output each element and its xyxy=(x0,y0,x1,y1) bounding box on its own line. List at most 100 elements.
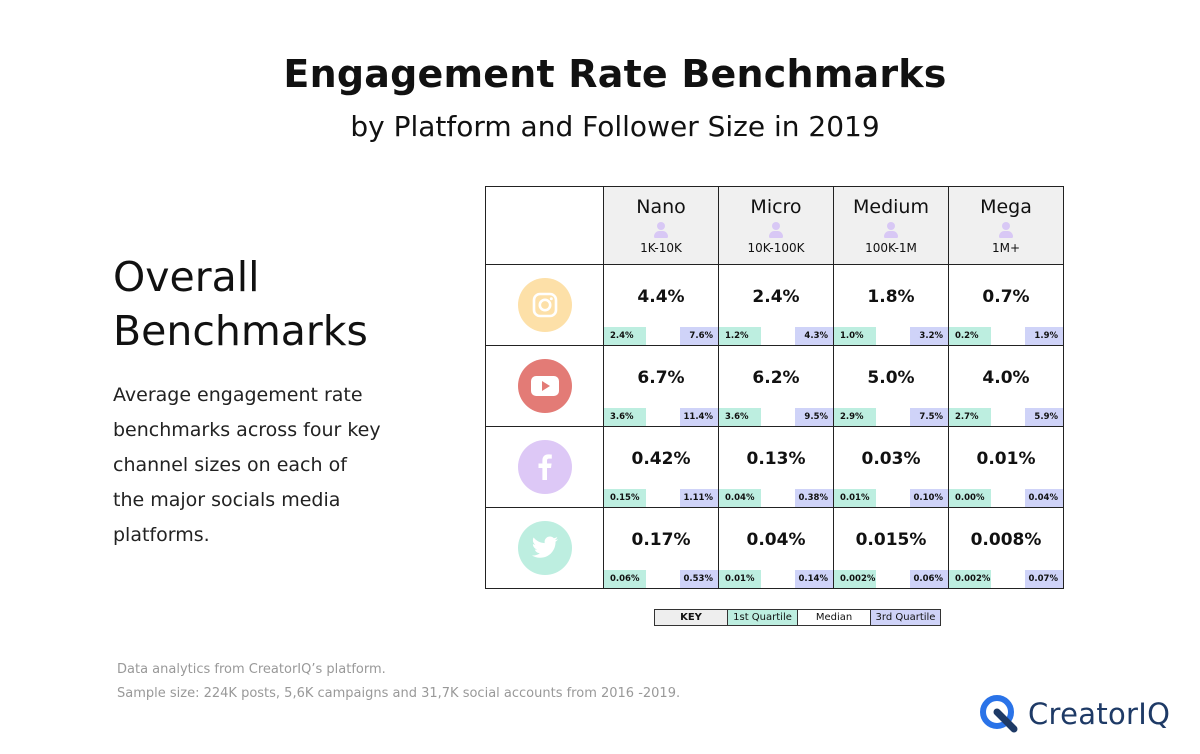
third-quartile-value: 11.4% xyxy=(680,408,718,426)
section-heading-line1: Overall xyxy=(113,253,260,301)
first-quartile-value: 0.15% xyxy=(604,489,646,507)
value-cell-twitter-micro: 0.04% 0.01% 0.14% xyxy=(718,507,834,589)
platform-cell xyxy=(485,345,604,427)
tier-range: 1K-10K xyxy=(640,241,682,255)
third-quartile-value: 1.11% xyxy=(680,489,718,507)
first-quartile-value: 0.2% xyxy=(949,327,991,345)
section-heading: Overall Benchmarks xyxy=(113,250,368,358)
first-quartile-value: 0.002% xyxy=(834,570,876,588)
tier-range: 10K-100K xyxy=(747,241,805,255)
value-cell-facebook-mega: 0.01% 0.00% 0.04% xyxy=(948,426,1064,508)
third-quartile-value: 1.9% xyxy=(1025,327,1063,345)
median-value: 5.0% xyxy=(867,368,915,388)
first-quartile-value: 2.9% xyxy=(834,408,876,426)
key-median: Median xyxy=(797,609,871,626)
instagram-icon xyxy=(517,278,572,332)
key-third-quartile: 3rd Quartile xyxy=(870,609,941,626)
value-cell-youtube-mega: 4.0% 2.7% 5.9% xyxy=(948,345,1064,427)
first-quartile-value: 3.6% xyxy=(719,408,761,426)
footnote-sample-size: Sample size: 224K posts, 5,6K campaigns … xyxy=(117,686,681,701)
median-value: 0.03% xyxy=(861,449,921,469)
median-value: 6.2% xyxy=(752,368,800,388)
section-heading-line2: Benchmarks xyxy=(113,307,368,355)
third-quartile-value: 0.53% xyxy=(680,570,718,588)
chart-subtitle: by Platform and Follower Size in 2019 xyxy=(350,110,880,143)
median-value: 0.17% xyxy=(631,530,691,550)
person-icon xyxy=(999,222,1013,239)
median-value: 0.42% xyxy=(631,449,691,469)
tier-header-mega: Mega 1M+ xyxy=(948,186,1064,265)
benchmark-table: Nano 1K-10K Micro 10K-100K Medium 100K-1… xyxy=(485,186,1064,589)
value-cell-instagram-mega: 0.7% 0.2% 1.9% xyxy=(948,264,1064,346)
median-value: 0.008% xyxy=(970,530,1042,550)
twitter-icon xyxy=(517,521,572,575)
first-quartile-value: 2.4% xyxy=(604,327,646,345)
value-cell-youtube-micro: 6.2% 3.6% 9.5% xyxy=(718,345,834,427)
section-description: Average engagement rate benchmarks acros… xyxy=(113,384,381,546)
youtube-icon xyxy=(517,359,572,413)
value-cell-twitter-medium: 0.015% 0.002% 0.06% xyxy=(833,507,949,589)
median-value: 1.8% xyxy=(867,287,915,307)
person-icon xyxy=(884,222,898,239)
third-quartile-value: 5.9% xyxy=(1025,408,1063,426)
platform-cell xyxy=(485,426,604,508)
legend-key: KEY 1st Quartile Median 3rd Quartile xyxy=(654,609,941,626)
platform-cell xyxy=(485,264,604,346)
median-value: 0.04% xyxy=(746,530,806,550)
platform-row-youtube: 6.7% 3.6% 11.4% 6.2% 3.6% 9.5% 5.0% 2.9% 7.5% 4.0… xyxy=(485,345,1064,427)
value-cell-youtube-medium: 5.0% 2.9% 7.5% xyxy=(833,345,949,427)
key-first-quartile: 1st Quartile xyxy=(727,609,798,626)
footnote-source: Data analytics from CreatorIQ’s platform… xyxy=(117,662,386,677)
third-quartile-value: 7.6% xyxy=(680,327,718,345)
value-cell-facebook-nano: 0.42% 0.15% 1.11% xyxy=(603,426,719,508)
third-quartile-value: 0.38% xyxy=(795,489,833,507)
first-quartile-value: 0.01% xyxy=(719,570,761,588)
third-quartile-value: 4.3% xyxy=(795,327,833,345)
median-value: 0.01% xyxy=(976,449,1036,469)
tier-range: 1M+ xyxy=(991,241,1021,255)
platform-row-twitter: 0.17% 0.06% 0.53% 0.04% 0.01% 0.14% 0.015% 0.00… xyxy=(485,507,1064,589)
first-quartile-value: 1.2% xyxy=(719,327,761,345)
benchmark-rows: 4.4% 2.4% 7.6% 2.4% 1.2% 4.3% 1.8% 1.0% 3.2% 0.7%… xyxy=(485,264,1064,589)
value-cell-instagram-micro: 2.4% 1.2% 4.3% xyxy=(718,264,834,346)
median-value: 6.7% xyxy=(637,368,685,388)
third-quartile-value: 0.06% xyxy=(910,570,948,588)
tier-header-row: Nano 1K-10K Micro 10K-100K Medium 100K-1… xyxy=(485,186,1064,265)
creatoriq-logo-icon xyxy=(980,695,1018,733)
first-quartile-value: 0.01% xyxy=(834,489,876,507)
value-cell-facebook-micro: 0.13% 0.04% 0.38% xyxy=(718,426,834,508)
first-quartile-value: 2.7% xyxy=(949,408,991,426)
tier-header-micro: Micro 10K-100K xyxy=(718,186,834,265)
tier-range: 100K-1M xyxy=(865,241,917,255)
tier-name: Micro xyxy=(750,196,802,218)
third-quartile-value: 0.10% xyxy=(910,489,948,507)
third-quartile-value: 0.07% xyxy=(1025,570,1063,588)
tier-name: Nano xyxy=(636,196,686,218)
third-quartile-value: 0.04% xyxy=(1025,489,1063,507)
tier-header-nano: Nano 1K-10K xyxy=(603,186,719,265)
person-icon xyxy=(654,222,668,239)
value-cell-twitter-mega: 0.008% 0.002% 0.07% xyxy=(948,507,1064,589)
value-cell-youtube-nano: 6.7% 3.6% 11.4% xyxy=(603,345,719,427)
platform-row-facebook: 0.42% 0.15% 1.11% 0.13% 0.04% 0.38% 0.03% 0.01%… xyxy=(485,426,1064,508)
third-quartile-value: 0.14% xyxy=(795,570,833,588)
first-quartile-value: 0.06% xyxy=(604,570,646,588)
creatoriq-logo-text: CreatorIQ xyxy=(1028,697,1171,731)
tier-name: Medium xyxy=(853,196,929,218)
median-value: 2.4% xyxy=(752,287,800,307)
first-quartile-value: 1.0% xyxy=(834,327,876,345)
median-value: 0.015% xyxy=(855,530,927,550)
third-quartile-value: 7.5% xyxy=(910,408,948,426)
median-value: 0.13% xyxy=(746,449,806,469)
creatoriq-logo: CreatorIQ xyxy=(978,693,1170,735)
value-cell-instagram-medium: 1.8% 1.0% 3.2% xyxy=(833,264,949,346)
median-value: 4.0% xyxy=(982,368,1030,388)
third-quartile-value: 3.2% xyxy=(910,327,948,345)
person-icon xyxy=(769,222,783,239)
first-quartile-value: 0.00% xyxy=(949,489,991,507)
value-cell-instagram-nano: 4.4% 2.4% 7.6% xyxy=(603,264,719,346)
third-quartile-value: 9.5% xyxy=(795,408,833,426)
first-quartile-value: 0.002% xyxy=(949,570,991,588)
value-cell-facebook-medium: 0.03% 0.01% 0.10% xyxy=(833,426,949,508)
first-quartile-value: 0.04% xyxy=(719,489,761,507)
